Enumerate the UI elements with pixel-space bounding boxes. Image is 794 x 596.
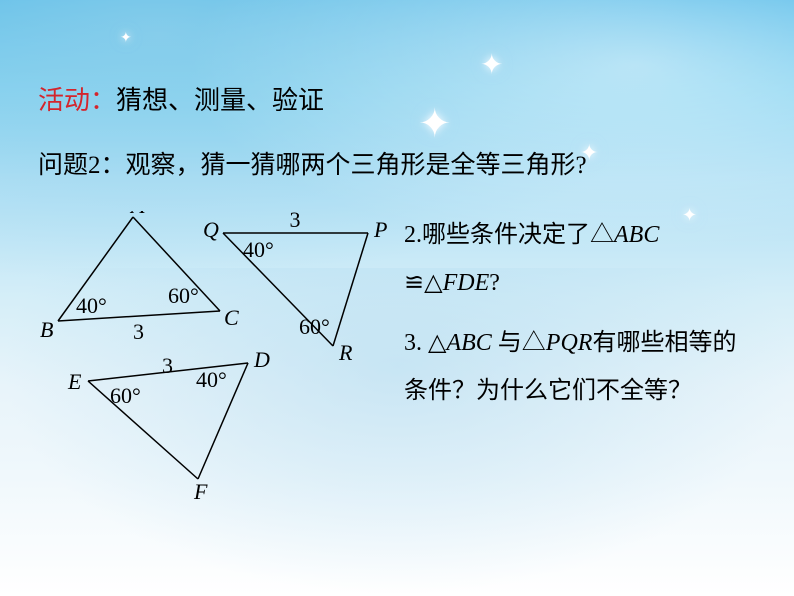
svg-text:C: C — [224, 305, 239, 330]
svg-text:Q: Q — [203, 217, 219, 242]
svg-text:R: R — [338, 340, 353, 365]
svg-text:A: A — [129, 211, 145, 218]
svg-text:E: E — [67, 369, 82, 394]
svg-text:3: 3 — [290, 211, 301, 232]
svg-text:40°: 40° — [76, 293, 107, 318]
svg-text:3: 3 — [162, 353, 173, 378]
activity-line: 活动：猜想、测量、验证 — [38, 80, 756, 117]
q2-fde: FDE — [443, 270, 490, 296]
q2-cong: ≌△ — [404, 270, 443, 296]
svg-text:40°: 40° — [196, 367, 227, 392]
svg-text:3: 3 — [133, 319, 144, 344]
svg-text:60°: 60° — [168, 283, 199, 308]
q3-pqr: PQR — [546, 330, 593, 356]
q3-abc: ABC — [446, 330, 491, 356]
triangles-svg: A B C 40° 60° 3 Q P R 40° 60° 3 E D F 60° 40° 3 — [38, 211, 398, 501]
q3-mid: 与△ — [492, 330, 546, 356]
triangle-diagrams: A B C 40° 60° 3 Q P R 40° 60° 3 E D F 60° 40° 3 — [38, 211, 398, 506]
slide-content: 活动：猜想、测量、验证 问题2：观察，猜一猜哪两个三角形是全等三角形? ABC4… — [0, 0, 794, 506]
question-2: 问题2：观察，猜一猜哪两个三角形是全等三角形? — [38, 145, 756, 181]
q2-prefix: 2.哪些条件决定了△ — [404, 222, 614, 248]
activity-text: 猜想、测量、验证 — [116, 86, 324, 115]
svg-text:40°: 40° — [243, 237, 274, 262]
question-3-sub: 3. △ABC 与△PQR有哪些相等的条件？为什么它们不全等？ — [404, 319, 756, 415]
svg-text:60°: 60° — [299, 314, 330, 339]
lower-section: ABC40°60°3QPR40°60°3EDF60°40°3 2.哪些条件决定了… — [38, 211, 756, 506]
svg-text:B: B — [40, 317, 53, 342]
q3-prefix: 3. △ — [404, 330, 446, 356]
svg-text:F: F — [193, 479, 208, 501]
activity-label: 活动： — [38, 86, 116, 115]
q2-abc: ABC — [614, 222, 659, 248]
svg-text:60°: 60° — [110, 383, 141, 408]
question-2-sub: 2.哪些条件决定了△ABC ≌△FDE? — [404, 211, 756, 307]
right-questions: 2.哪些条件决定了△ABC ≌△FDE? 3. △ABC 与△PQR有哪些相等的… — [398, 211, 756, 506]
q2-suffix: ? — [489, 270, 500, 296]
svg-text:P: P — [373, 217, 387, 242]
svg-text:D: D — [253, 347, 270, 372]
